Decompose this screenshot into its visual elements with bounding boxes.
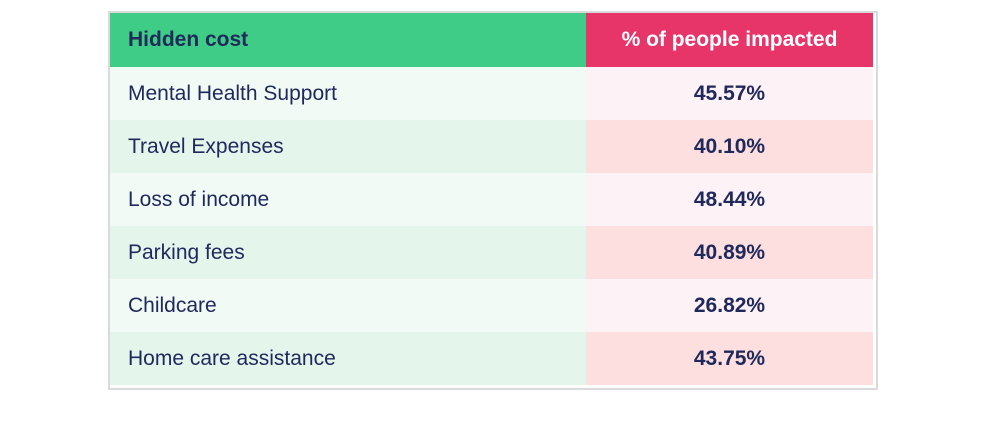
column-header-hidden-cost: Hidden cost xyxy=(110,13,586,67)
row-value: 45.57% xyxy=(586,67,873,120)
row-label: Travel Expenses xyxy=(110,120,586,173)
row-value: 26.82% xyxy=(586,279,873,332)
row-label: Home care assistance xyxy=(110,332,586,385)
row-value: 43.75% xyxy=(586,332,873,385)
row-label: Childcare xyxy=(110,279,586,332)
hidden-costs-table-card: Hidden cost % of people impacted Mental … xyxy=(108,11,878,390)
row-value: 40.10% xyxy=(586,120,873,173)
column-header-percent-impacted: % of people impacted xyxy=(586,13,873,67)
row-label: Parking fees xyxy=(110,226,586,279)
row-value: 40.89% xyxy=(586,226,873,279)
row-label: Loss of income xyxy=(110,173,586,226)
row-label: Mental Health Support xyxy=(110,67,586,120)
hidden-costs-table: Hidden cost % of people impacted Mental … xyxy=(110,13,873,385)
row-value: 48.44% xyxy=(586,173,873,226)
